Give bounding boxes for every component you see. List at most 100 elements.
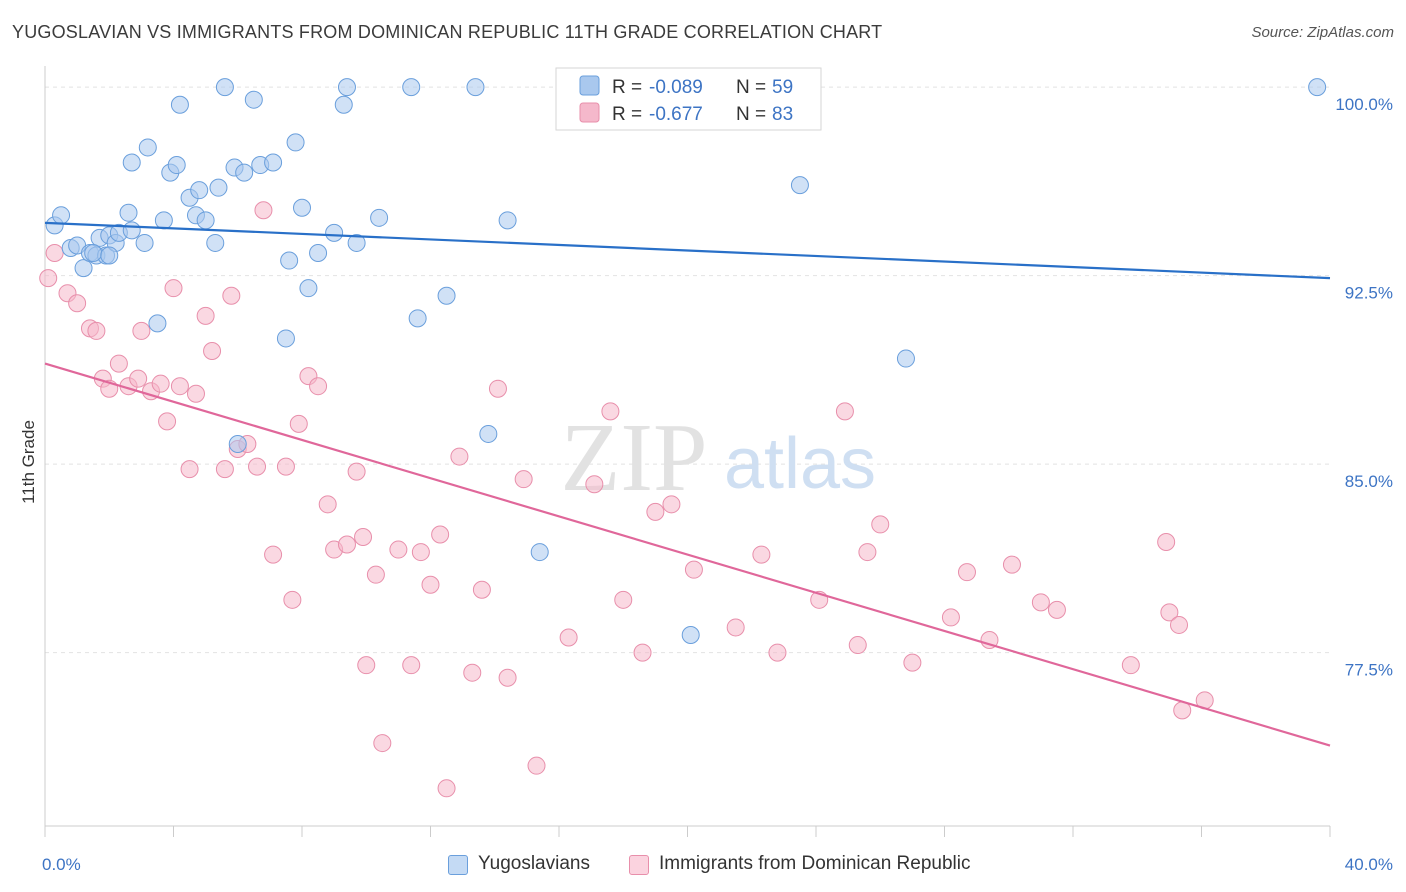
- legend-swatch-yugoslavians: [448, 855, 468, 875]
- dominican-point-47: [450, 447, 469, 466]
- dominican-point-21: [215, 460, 234, 479]
- legend-label-dominican: Immigrants from Dominican Republic: [659, 853, 971, 874]
- dominican-point-49: [472, 580, 491, 599]
- dominican-point-32: [309, 377, 328, 396]
- x-tick-label-0: 0.0%: [42, 855, 81, 874]
- dominican-point-44: [421, 575, 440, 594]
- dominican-point-13: [151, 374, 170, 393]
- dominican-point-66: [835, 402, 854, 421]
- yugoslavian-point-19: [167, 156, 186, 175]
- dominican-point-57: [614, 590, 633, 609]
- dominican-point-58: [633, 643, 652, 662]
- dominican-point-68: [858, 543, 877, 562]
- dominican-point-22: [222, 286, 241, 305]
- yugoslavian-point-51: [530, 543, 549, 562]
- dominican-point-26: [254, 201, 273, 220]
- series-dominican-points: [39, 201, 1214, 798]
- y-axis-label: 11th Grade: [19, 420, 38, 504]
- stats-r-value-blue: -0.089: [649, 77, 703, 98]
- dominican-point-69: [871, 515, 890, 534]
- dominican-point-79: [1160, 603, 1179, 622]
- dominican-point-48: [463, 663, 482, 682]
- dominican-point-75: [1031, 593, 1050, 612]
- dominican-point-15: [164, 279, 183, 298]
- dominican-point-56: [601, 402, 620, 421]
- yugoslavian-point-58: [1308, 78, 1327, 97]
- yugoslavian-point-24: [196, 211, 215, 230]
- yugoslavian-point-35: [280, 251, 299, 270]
- dominican-point-33: [318, 495, 337, 514]
- dominican-point-5: [87, 321, 106, 340]
- watermark-atlas: atlas: [724, 424, 876, 504]
- dominican-point-36: [347, 462, 366, 481]
- yugoslavian-point-50: [498, 211, 517, 230]
- yugoslavian-point-20: [170, 95, 189, 114]
- yugoslavian-point-38: [299, 279, 318, 298]
- dominican-point-72: [957, 563, 976, 582]
- yugoslavian-point-4: [74, 259, 93, 278]
- yugoslavian-point-47: [437, 286, 456, 305]
- dominican-point-29: [283, 590, 302, 609]
- yugoslavian-point-13: [122, 153, 141, 172]
- y-tick-label-0: 100.0%: [1335, 95, 1393, 114]
- watermark: ZIP atlas: [561, 404, 877, 512]
- yugoslavian-point-41: [334, 95, 353, 114]
- bottom-legend: Yugoslavians Immigrants from Dominican R…: [0, 850, 1406, 880]
- dominican-point-28: [276, 457, 295, 476]
- dominican-point-27: [264, 545, 283, 564]
- dominican-point-60: [662, 495, 681, 514]
- yugoslavian-point-53: [790, 176, 809, 195]
- stats-r-label-pink: R =: [612, 104, 642, 125]
- dominican-point-37: [354, 527, 373, 546]
- dominican-point-39: [366, 565, 385, 584]
- yugoslavian-point-55: [84, 244, 103, 262]
- stats-n-label-pink: N =: [736, 104, 766, 125]
- yugoslavian-point-39: [309, 244, 328, 262]
- dominican-point-0: [39, 269, 58, 288]
- yugoslavian-point-42: [337, 78, 356, 97]
- yugoslavian-point-37: [293, 198, 311, 217]
- dominican-point-43: [411, 543, 430, 562]
- dominican-point-20: [203, 342, 222, 361]
- yugoslavian-point-29: [228, 435, 247, 453]
- yugoslavian-point-17: [154, 211, 173, 230]
- dominican-point-80: [1170, 615, 1189, 634]
- yugoslavian-point-30: [235, 163, 254, 182]
- dominican-point-19: [196, 306, 215, 325]
- dominican-point-17: [180, 460, 199, 479]
- dominican-point-52: [514, 470, 533, 489]
- stats-legend-swatch-pink: [579, 102, 600, 123]
- stats-legend-box: [555, 67, 822, 131]
- dominican-point-55: [585, 475, 604, 494]
- dominican-point-38: [357, 656, 376, 675]
- legend-swatch-dominican: [629, 855, 649, 875]
- stats-legend: R = -0.089 N = 59 R = -0.677 N = 83: [555, 67, 822, 131]
- dominican-point-64: [768, 643, 787, 662]
- yugoslavian-point-56: [100, 246, 119, 265]
- y-tick-label-3: 77.5%: [1345, 661, 1393, 680]
- chart-title: YUGOSLAVIAN VS IMMIGRANTS FROM DOMINICAN…: [12, 22, 883, 42]
- dominican-point-50: [488, 379, 507, 398]
- source-label: Source: ZipAtlas.com: [1251, 24, 1394, 41]
- y-tick-label-2: 85.0%: [1345, 472, 1393, 491]
- dominican-point-30: [289, 414, 308, 433]
- yugoslavian-point-34: [276, 329, 295, 348]
- yugoslavian-point-26: [209, 178, 228, 197]
- dominican-point-35: [337, 535, 356, 554]
- dominican-point-25: [248, 457, 267, 476]
- y-tick-label-1: 92.5%: [1345, 284, 1393, 303]
- dominican-point-53: [527, 756, 546, 775]
- dominican-point-59: [646, 502, 665, 521]
- yugoslavian-point-14: [135, 233, 154, 252]
- yugoslavian-point-36: [286, 133, 305, 152]
- yugoslavian-point-1: [52, 206, 71, 225]
- dominican-point-1: [45, 244, 64, 262]
- yugoslavian-point-52: [681, 626, 700, 644]
- dominican-point-41: [389, 540, 408, 559]
- yugoslavian-point-33: [264, 153, 283, 172]
- dominican-point-71: [941, 608, 960, 627]
- dominican-point-70: [903, 653, 922, 672]
- dominican-point-45: [431, 525, 450, 544]
- dominican-trend-line: [44, 362, 1331, 747]
